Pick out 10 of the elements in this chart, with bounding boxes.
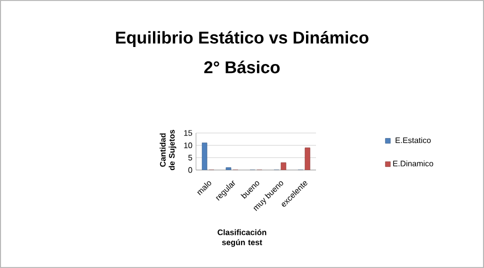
y-tick-label: 5 [188, 154, 192, 160]
legend-label: E.Dinamico [393, 160, 434, 166]
y-tick-label: 15 [184, 130, 192, 136]
y-tick-label: 10 [184, 142, 192, 148]
chart-title: Equilibrio Estático vs Dinámico [116, 31, 368, 47]
legend-label: E.Estatico [396, 137, 431, 144]
x-axis-title: Clasificación según test [218, 229, 266, 247]
chart-subtitle: 2° Básico [204, 60, 280, 74]
y-tick-label: 0 [188, 167, 192, 173]
y-axis-title: Cantidad de Sujetos [160, 130, 176, 170]
